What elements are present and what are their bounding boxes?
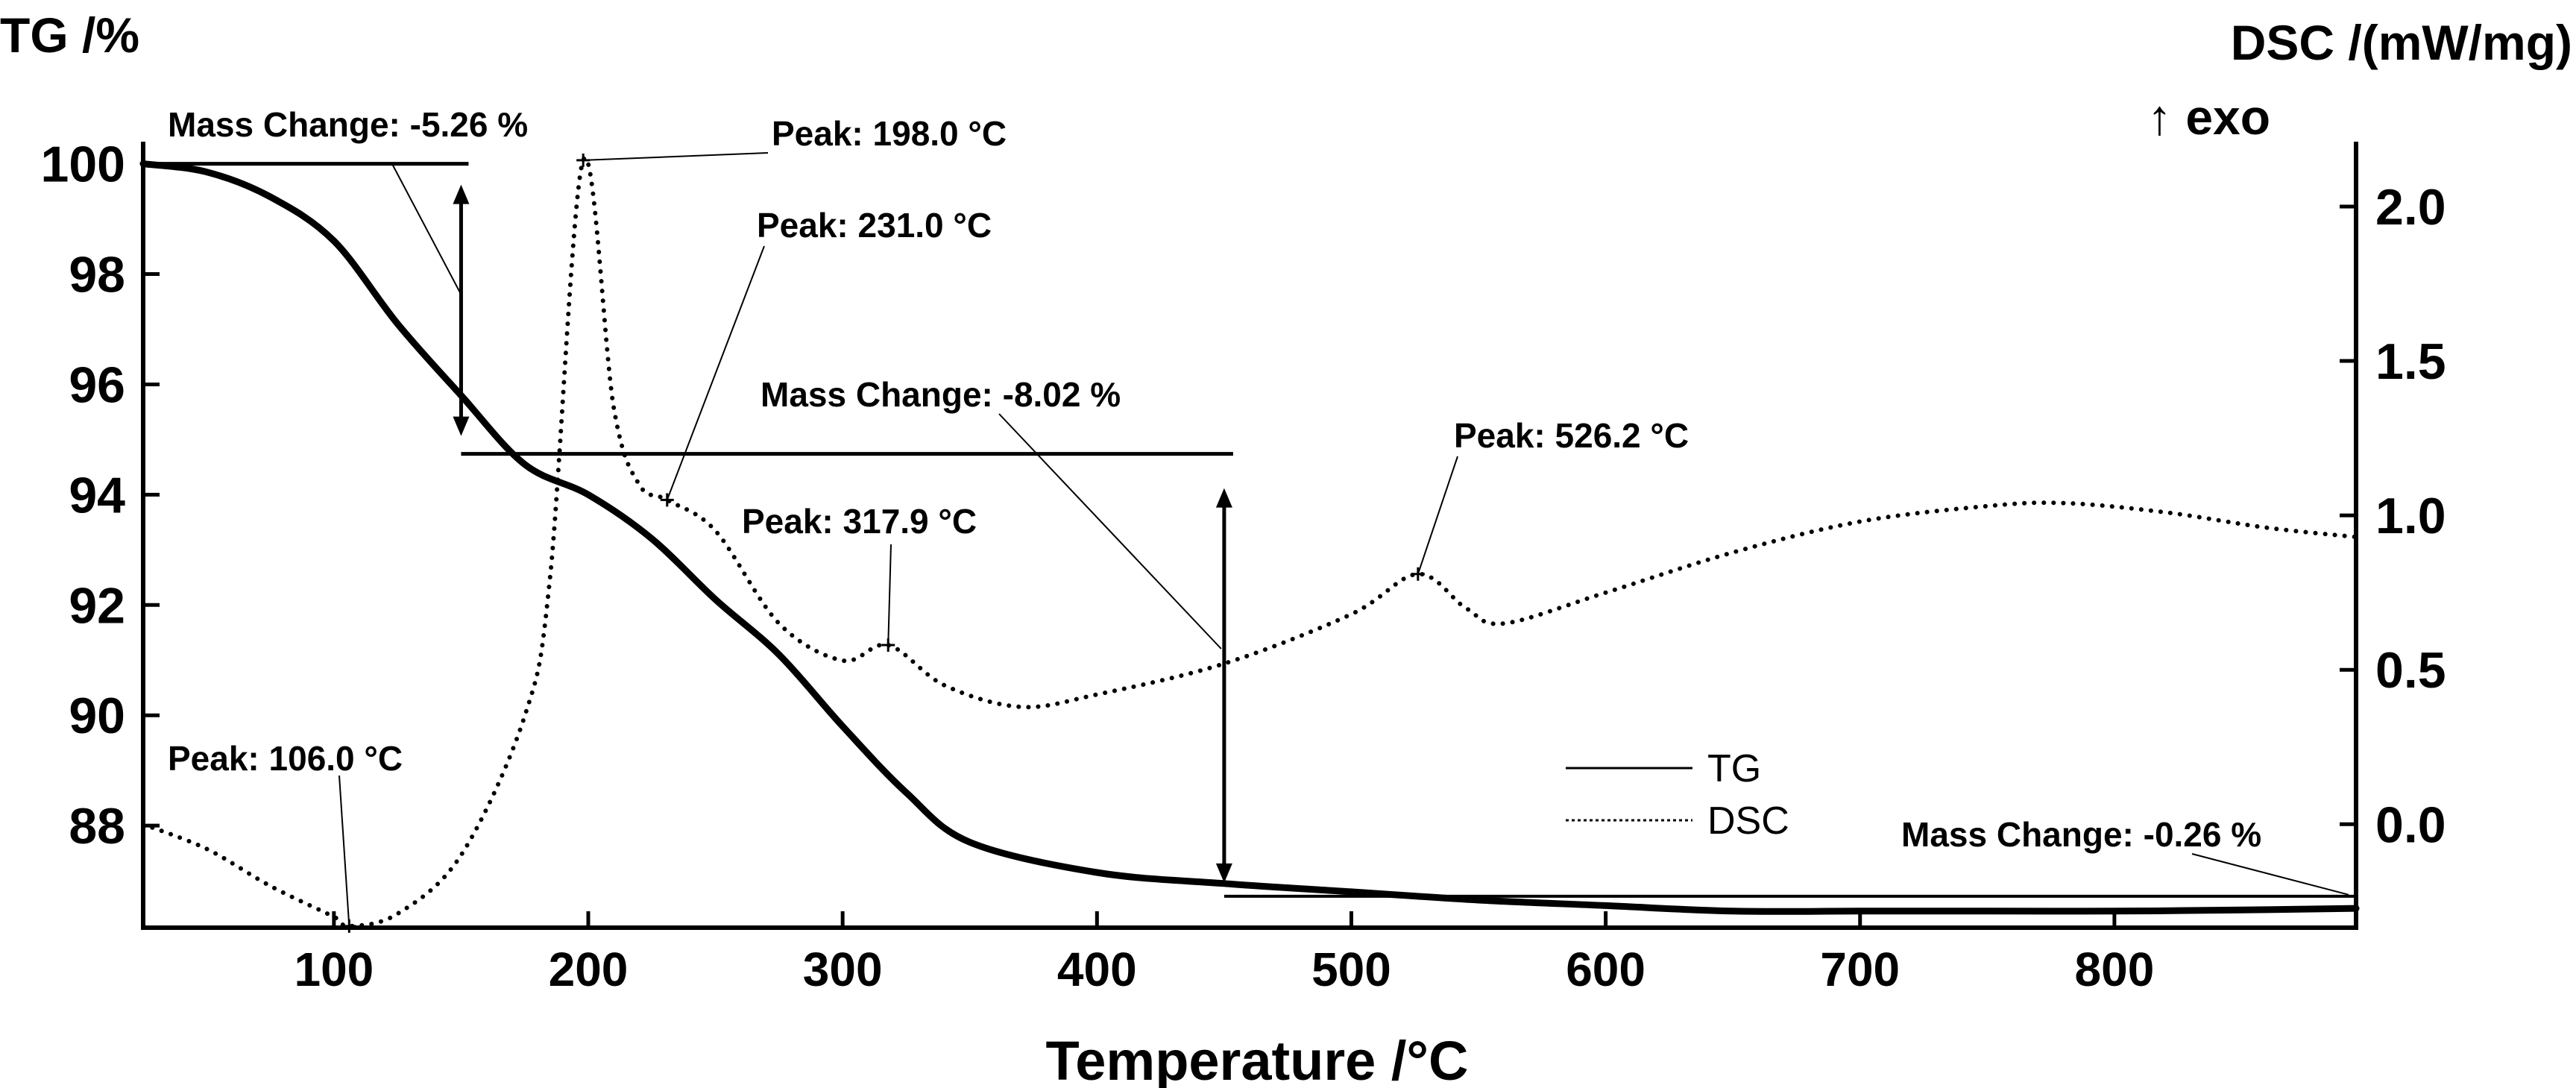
x-tick-label: 800 xyxy=(2075,943,2155,996)
peak-4-marker xyxy=(1411,567,1425,581)
peak-2-marker xyxy=(660,493,674,507)
x-tick-label: 300 xyxy=(803,943,883,996)
mass-change-2-label: Mass Change: -8.02 % xyxy=(760,375,1121,414)
mass-change-2-arrow-head-top xyxy=(1215,488,1232,508)
y-right-axis-label: DSC /(mW/mg) xyxy=(2231,15,2572,70)
y-right-tick-label: 0.5 xyxy=(2375,642,2446,699)
y-right-axis-sublabel: ↑ exo xyxy=(2147,89,2270,145)
tg-curve xyxy=(139,160,2360,915)
mass-change-1-arrow-head-top xyxy=(453,184,470,204)
legend-label-dsc: DSC xyxy=(1707,799,1789,843)
peak-3-label: Peak: 317.9 °C xyxy=(742,502,977,541)
peak-5-label: Peak: 106.0 °C xyxy=(168,739,403,778)
x-axis-label: Temperature /°C xyxy=(1046,1030,1469,1088)
y-left-tick-label: 96 xyxy=(69,356,125,413)
x-tick-label: 400 xyxy=(1057,943,1137,996)
y-right-tick-label: 2.0 xyxy=(2375,179,2446,236)
y-left-tick-label: 94 xyxy=(69,467,125,523)
peak-4-label: Peak: 526.2 °C xyxy=(1454,416,1689,455)
peak-1-marker xyxy=(576,153,591,167)
peak-1-leader xyxy=(583,152,769,161)
x-tick-label: 700 xyxy=(1820,943,1900,996)
y-right-tick-label: 1.0 xyxy=(2375,488,2446,544)
mass-change-1-arrow-head-bottom xyxy=(453,416,470,436)
peak-4-leader xyxy=(1417,456,1458,575)
legend-label-tg: TG xyxy=(1707,747,1761,790)
y-left-tick-label: 98 xyxy=(69,247,125,304)
mass-change-2-leader xyxy=(998,413,1222,650)
y-left-tick-label: 100 xyxy=(41,136,125,193)
dsc-curve xyxy=(141,155,2358,928)
peak-1-label: Peak: 198.0 °C xyxy=(772,114,1007,153)
peak-2-leader xyxy=(666,245,765,500)
y-left-axis-label: TG /% xyxy=(0,7,139,63)
y-right-tick-label: 0.0 xyxy=(2375,796,2446,853)
x-tick-label: 500 xyxy=(1311,943,1391,996)
mass-change-2-arrow-head-bottom xyxy=(1215,863,1232,883)
peak-3-marker xyxy=(881,638,895,653)
x-tick-label: 100 xyxy=(294,943,374,996)
mass-change-1-leader xyxy=(391,162,462,295)
y-left-tick-label: 88 xyxy=(69,798,125,855)
mass-change-3-leader xyxy=(2191,853,2349,896)
y-left-tick-label: 90 xyxy=(69,688,125,744)
peak-2-label: Peak: 231.0 °C xyxy=(757,206,992,245)
y-right-tick-label: 1.5 xyxy=(2375,333,2446,390)
y-left-tick-label: 92 xyxy=(69,577,125,634)
mass-change-1-label: Mass Change: -5.26 % xyxy=(168,105,528,144)
peak-5-marker xyxy=(342,919,356,933)
mass-change-3-label: Mass Change: -0.26 % xyxy=(1901,815,2261,854)
x-tick-label: 600 xyxy=(1566,943,1646,996)
peak-3-leader xyxy=(887,544,892,646)
x-tick-label: 200 xyxy=(549,943,629,996)
peak-5-leader xyxy=(338,775,350,926)
